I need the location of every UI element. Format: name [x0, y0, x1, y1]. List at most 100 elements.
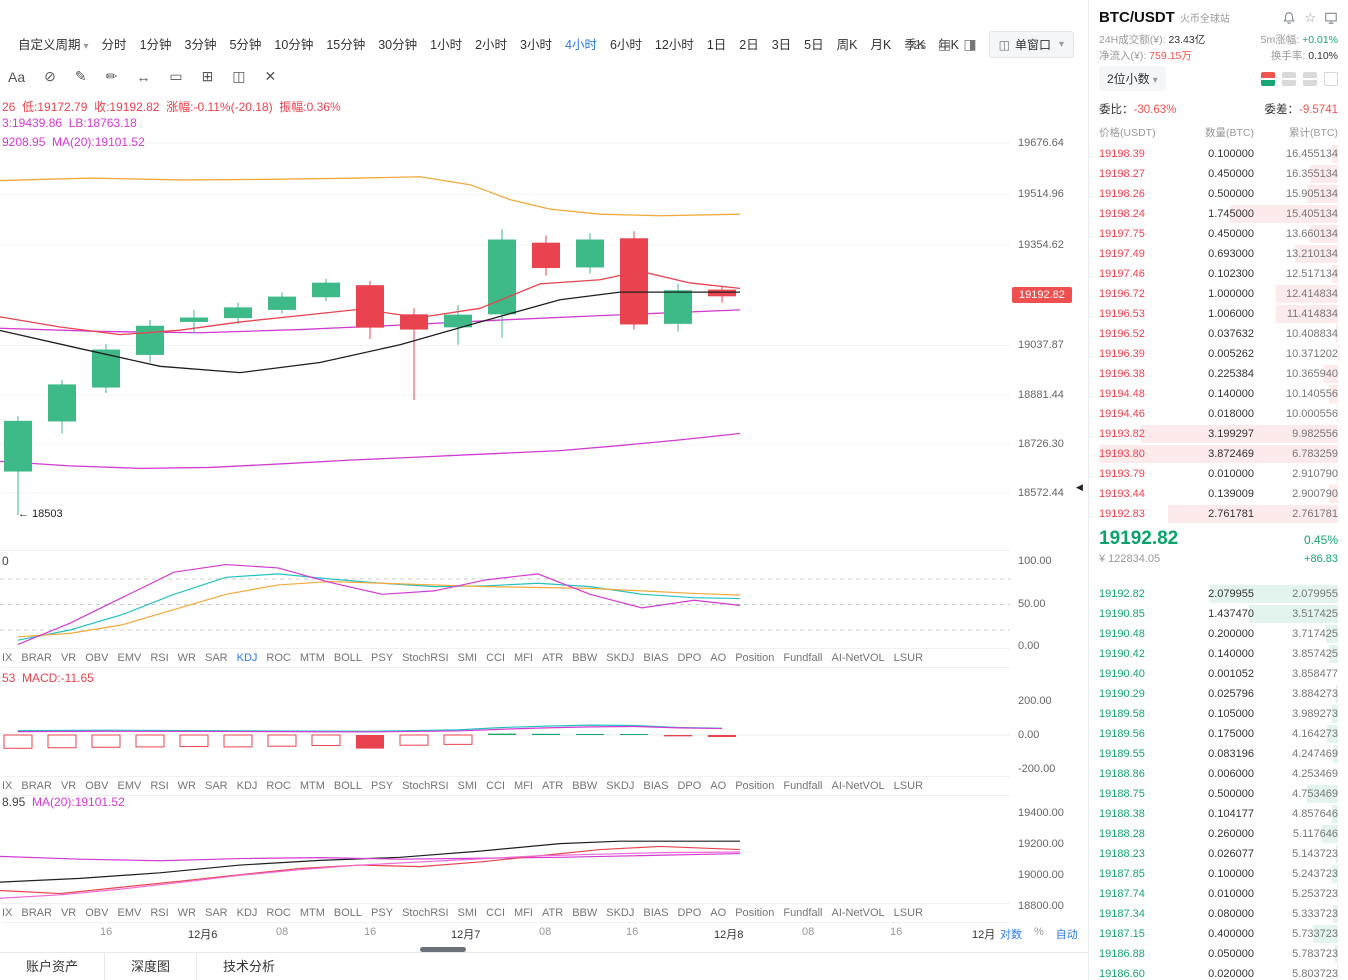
- clear-drawings-icon[interactable]: ✕: [264, 68, 277, 84]
- period-年K[interactable]: 年K: [938, 38, 959, 52]
- indicator-tab-IX[interactable]: IX: [2, 780, 13, 792]
- indicator-tab-AO[interactable]: AO: [710, 652, 727, 664]
- ask-row[interactable]: 19198.26 0.500000 15.905134: [1099, 184, 1338, 204]
- bottom-tab-技术分析[interactable]: 技术分析: [196, 953, 301, 980]
- bid-row[interactable]: 19190.40 0.001052 3.858477: [1099, 664, 1338, 684]
- indicator-tab-BOLL[interactable]: BOLL: [333, 907, 363, 919]
- indicator-tab-WR[interactable]: WR: [177, 780, 196, 792]
- indicator-tab-MFI[interactable]: MFI: [514, 652, 533, 664]
- period-4小时[interactable]: 4小时: [565, 38, 597, 52]
- ask-row[interactable]: 19196.38 0.225384 10.365940: [1099, 364, 1338, 384]
- grid-tool-icon[interactable]: ⊞: [201, 68, 214, 84]
- period-周K[interactable]: 周K: [836, 38, 858, 52]
- indicator-tab-AI-NetVOL[interactable]: AI-NetVOL: [831, 780, 885, 792]
- bid-row[interactable]: 19188.86 0.006000 4.253469: [1099, 764, 1338, 784]
- bid-row[interactable]: 19190.85 1.437470 3.517425: [1099, 604, 1338, 624]
- ask-row[interactable]: 19194.46 0.018000 10.000556: [1099, 404, 1338, 424]
- indicator-tab-PSY[interactable]: PSY: [371, 907, 394, 919]
- period-1分钟[interactable]: 1分钟: [139, 38, 172, 52]
- indicator-tab-SAR[interactable]: SAR: [205, 652, 228, 664]
- indicator-tab-ATR[interactable]: ATR: [542, 907, 564, 919]
- bid-row[interactable]: 19186.88 0.050000 5.783723: [1099, 944, 1338, 964]
- period-15分钟[interactable]: 15分钟: [326, 38, 366, 52]
- indicator-tab-CCI[interactable]: CCI: [486, 907, 506, 919]
- indicator-tab-Position[interactable]: Position: [735, 652, 775, 664]
- indicator-tab-SKDJ[interactable]: SKDJ: [606, 652, 635, 664]
- indicator-tab-MFI[interactable]: MFI: [514, 907, 533, 919]
- indicator-tab-LSUR[interactable]: LSUR: [893, 780, 924, 792]
- indicator-tab-SMI[interactable]: SMI: [457, 652, 478, 664]
- bid-row[interactable]: 19187.15 0.400000 5.733723: [1099, 924, 1338, 944]
- ask-row[interactable]: 19193.80 3.872469 6.783259: [1099, 444, 1338, 464]
- period-5分钟[interactable]: 5分钟: [229, 38, 262, 52]
- indicator-tab-ATR[interactable]: ATR: [542, 780, 564, 792]
- indicator-tab-BOLL[interactable]: BOLL: [333, 780, 363, 792]
- indicator-tab-AO[interactable]: AO: [710, 780, 727, 792]
- indicator-tab-KDJ[interactable]: KDJ: [236, 652, 258, 664]
- axis-marker-icon[interactable]: ◀: [1076, 482, 1083, 492]
- bid-row[interactable]: 19187.34 0.080000 5.333723: [1099, 904, 1338, 924]
- indicator-tab-OBV[interactable]: OBV: [85, 780, 109, 792]
- indicator-tab-BBW[interactable]: BBW: [572, 907, 598, 919]
- indicator-tab-SMI[interactable]: SMI: [457, 907, 478, 919]
- indicator-tab-DPO[interactable]: DPO: [677, 780, 702, 792]
- favorite-star-icon[interactable]: ☆: [1304, 9, 1316, 25]
- indicator-tab-Position[interactable]: Position: [735, 780, 775, 792]
- macd-panel[interactable]: [0, 688, 1010, 772]
- indicator-tab-ATR[interactable]: ATR: [542, 652, 564, 664]
- indicator-tab-BIAS[interactable]: BIAS: [643, 780, 669, 792]
- brush-tool-icon[interactable]: ✏: [105, 68, 118, 84]
- indicator-tab-Fundfall[interactable]: Fundfall: [783, 780, 823, 792]
- orderbook-mode-asks-icon[interactable]: [1282, 71, 1296, 86]
- indicator-tab-SKDJ[interactable]: SKDJ: [606, 907, 635, 919]
- kdj-panel[interactable]: 0: [0, 550, 1010, 650]
- period-5日[interactable]: 5日: [804, 38, 824, 52]
- ask-row[interactable]: 19198.39 0.100000 16.455134: [1099, 144, 1338, 164]
- period-10分钟[interactable]: 10分钟: [274, 38, 314, 52]
- ask-row[interactable]: 19193.44 0.139009 2.900790: [1099, 484, 1338, 504]
- bid-row[interactable]: 19192.82 2.079955 2.079955: [1099, 584, 1338, 604]
- bid-row[interactable]: 19190.29 0.025796 3.884273: [1099, 684, 1338, 704]
- bid-row[interactable]: 19190.42 0.140000 3.857425: [1099, 644, 1338, 664]
- indicator-tab-StochRSI[interactable]: StochRSI: [402, 907, 449, 919]
- indicator-tab-KDJ[interactable]: KDJ: [236, 907, 258, 919]
- hide-drawings-icon[interactable]: ⊘: [44, 68, 56, 84]
- indicator-tab-ROC[interactable]: ROC: [266, 780, 291, 792]
- bid-row[interactable]: 19189.58 0.105000 3.989273: [1099, 704, 1338, 724]
- orderbook-mode-both-icon[interactable]: [1261, 71, 1275, 86]
- period-2小时[interactable]: 2小时: [475, 38, 508, 52]
- indicator-tab-IX[interactable]: IX: [2, 907, 13, 919]
- last-price-block[interactable]: 19192.82 0.45% ¥ 122834.05 +86.83: [1099, 528, 1338, 565]
- log-scale-toggle[interactable]: 对数: [1000, 929, 1022, 941]
- bell-icon[interactable]: [1282, 11, 1296, 25]
- period-分时[interactable]: 分时: [101, 38, 127, 52]
- ask-row[interactable]: 19193.79 0.010000 2.910790: [1099, 464, 1338, 484]
- indicator-tab-OBV[interactable]: OBV: [85, 907, 109, 919]
- text-tool-icon[interactable]: Aa: [8, 68, 26, 85]
- indicator-tab-WR[interactable]: WR: [177, 652, 196, 664]
- bid-row[interactable]: 19188.28 0.260000 5.117646: [1099, 824, 1338, 844]
- ask-row[interactable]: 19198.24 1.745000 15.405134: [1099, 204, 1338, 224]
- bid-row[interactable]: 19187.85 0.100000 5.243723: [1099, 864, 1338, 884]
- indicator-tab-Fundfall[interactable]: Fundfall: [783, 907, 823, 919]
- orderbook-mode-bids-icon[interactable]: [1303, 71, 1317, 86]
- indicator-tab-AO[interactable]: AO: [710, 907, 727, 919]
- bid-row[interactable]: 19189.56 0.175000 4.164273: [1099, 724, 1338, 744]
- ask-row[interactable]: 19196.39 0.005262 10.371202: [1099, 344, 1338, 364]
- indicator-tab-EMV[interactable]: EMV: [117, 907, 142, 919]
- fullscreen-icon[interactable]: ◳: [938, 36, 952, 52]
- time-axis[interactable]: 16 12月6 08 16 12月7 08 16 12月8 08 16 12月: [0, 926, 1010, 942]
- window-tool-icon[interactable]: ◫: [232, 68, 246, 84]
- precision-dropdown[interactable]: 2位小数 ▾: [1099, 66, 1166, 91]
- indicator-tab-StochRSI[interactable]: StochRSI: [402, 780, 449, 792]
- indicator-tab-AI-NetVOL[interactable]: AI-NetVOL: [831, 652, 885, 664]
- ask-row[interactable]: 19196.52 0.037632 10.408834: [1099, 324, 1338, 344]
- period-季K[interactable]: 季K: [904, 38, 926, 52]
- indicator-tab-SAR[interactable]: SAR: [205, 907, 228, 919]
- indicator-tab-RSI[interactable]: RSI: [150, 652, 169, 664]
- indicator-tab-MTM[interactable]: MTM: [299, 652, 325, 664]
- indicator-tab-SAR[interactable]: SAR: [205, 780, 228, 792]
- window-mode-button[interactable]: ◫ 单窗口 ▾: [988, 31, 1074, 58]
- period-1小时[interactable]: 1小时: [430, 38, 463, 52]
- period-12小时[interactable]: 12小时: [654, 38, 694, 52]
